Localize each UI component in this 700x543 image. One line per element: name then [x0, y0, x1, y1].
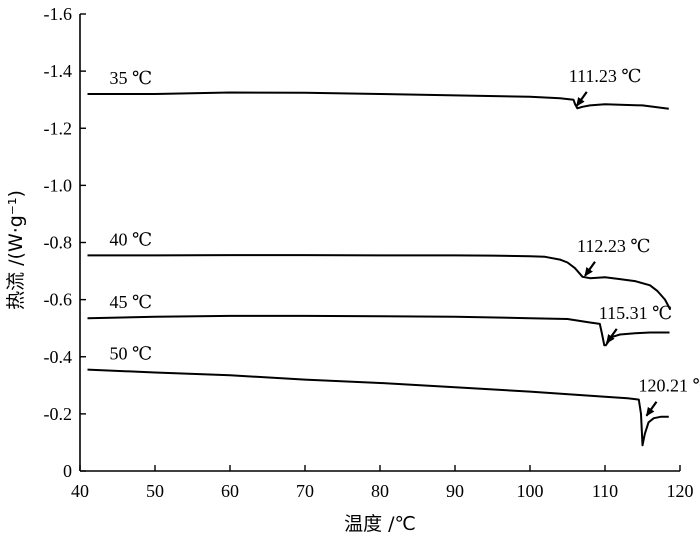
series-line-2	[87, 314, 670, 347]
y-tick-label: -1.0	[44, 175, 73, 195]
peak-temperature-label: 115.31 ℃	[599, 303, 672, 323]
x-tick-label: 80	[371, 481, 389, 501]
peak-annotations: 111.23 ℃ 112.23 ℃ 115.31 ℃ 120.21 ℃	[569, 66, 700, 417]
x-tick-label: 40	[71, 481, 89, 501]
x-axis-title: 温度 /℃	[344, 513, 416, 535]
series-lines: 35 ℃ 40 ℃ 45 ℃ 50 ℃	[87, 68, 672, 447]
series-label: 35 ℃	[110, 68, 153, 88]
x-tick-label: 90	[446, 481, 464, 501]
series-line-0	[87, 91, 669, 110]
x-tick-label: 50	[146, 481, 164, 501]
y-tick-label: -1.2	[44, 118, 73, 138]
peak-temperature-label: 111.23 ℃	[569, 66, 642, 86]
y-tick-label: -1.4	[44, 61, 73, 81]
y-tick-label: -0.4	[44, 347, 73, 367]
annotation-arrow	[645, 401, 658, 417]
peak-temperature-label: 120.21 ℃	[639, 376, 700, 396]
x-tick-label: 110	[592, 481, 618, 501]
series-label: 45 ℃	[110, 292, 153, 312]
series-label: 40 ℃	[110, 229, 153, 249]
y-tick-label: -0.6	[44, 290, 73, 310]
y-tick-label: 0	[63, 461, 72, 481]
y-tick-label: -0.2	[44, 404, 73, 424]
series-label: 50 ℃	[110, 344, 153, 364]
y-tick-label: -0.8	[44, 233, 73, 253]
x-tick-label: 100	[517, 481, 544, 501]
tick-marks: 40 50 60 70 80 90 100 110 120 0 -0.2 -0.4 -0.6 -0.8 -1…	[44, 4, 694, 501]
x-tick-label: 60	[221, 481, 239, 501]
annotation-arrow	[605, 328, 618, 344]
series-line-3	[87, 368, 669, 447]
x-tick-label: 120	[667, 481, 694, 501]
annotation-arrow	[575, 91, 588, 107]
x-tick-label: 70	[296, 481, 314, 501]
series-line-1	[87, 254, 672, 311]
peak-temperature-label: 112.23 ℃	[577, 236, 650, 256]
annotation-arrow	[584, 261, 596, 277]
y-axis-title: 热流 /(W·g⁻¹)	[5, 190, 27, 310]
y-tick-label: -1.6	[44, 4, 73, 24]
